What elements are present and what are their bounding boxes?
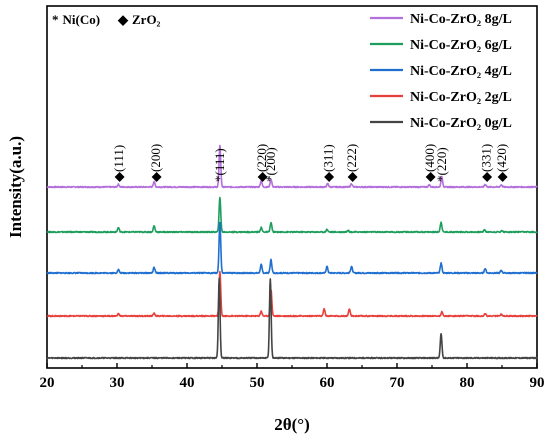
peak-label: *(200) bbox=[263, 147, 278, 182]
peak-symbol: ◆ bbox=[479, 172, 494, 182]
peak-symbol: ◆ bbox=[254, 172, 269, 182]
phase-label: Ni(Co) bbox=[63, 12, 101, 27]
legend-label: Ni-Co-ZrO₂ 2g/L bbox=[410, 90, 512, 105]
peak-label: ◆(111) bbox=[111, 145, 126, 182]
phase-symbol: * bbox=[52, 12, 59, 27]
peak-hkl: (222) bbox=[344, 144, 359, 172]
peak-hkl: (111) bbox=[212, 148, 227, 175]
phase-legend-item: * Ni(Co) bbox=[52, 12, 100, 27]
peak-symbol: ◆ bbox=[320, 172, 335, 182]
legend-label: Ni-Co-ZrO₂ 6g/L bbox=[410, 38, 512, 53]
y-axis-title: Intensity(a.u.) bbox=[6, 136, 25, 238]
peak-symbol: ◆ bbox=[111, 172, 126, 182]
x-tick-label: 70 bbox=[390, 375, 405, 391]
peak-annotation: *(200) bbox=[263, 147, 278, 182]
peak-symbol: * bbox=[263, 176, 278, 183]
series-line-2 bbox=[46, 221, 538, 275]
series-legend: Ni-Co-ZrO₂ 8g/L Ni-Co-ZrO₂ 6g/L Ni-Co-ZrO₂… bbox=[370, 12, 512, 131]
peak-label: ◆(200) bbox=[148, 144, 163, 182]
peak-symbol: * bbox=[212, 176, 227, 183]
peak-hkl: (220) bbox=[434, 147, 449, 175]
legend-label: Ni-Co-ZrO₂ 0g/L bbox=[410, 116, 512, 131]
peak-hkl: (400) bbox=[422, 144, 437, 172]
x-tick-label: 30 bbox=[110, 375, 125, 391]
curves-layer bbox=[46, 144, 538, 360]
peak-label: ◆(220) bbox=[254, 144, 269, 182]
peak-symbol: ◆ bbox=[422, 172, 437, 182]
series-line-3 bbox=[46, 270, 538, 318]
peak-label: *(111) bbox=[212, 148, 227, 182]
x-tick-label: 20 bbox=[40, 375, 55, 391]
phase-legend: * Ni(Co) ◆ ZrO₂ bbox=[52, 12, 161, 27]
peak-label: ◆(222) bbox=[344, 144, 359, 182]
series-line-0 bbox=[46, 144, 538, 189]
peak-label: ◆(400) bbox=[422, 144, 437, 182]
peak-hkl: (311) bbox=[320, 144, 335, 172]
x-tick-label: 80 bbox=[460, 375, 475, 391]
peak-label: ◆(420) bbox=[494, 144, 509, 182]
peak-symbol: ◆ bbox=[344, 172, 359, 182]
peak-annotation: ◆(400) bbox=[422, 144, 437, 182]
peak-label: ◆(331) bbox=[479, 144, 494, 182]
peak-annotations: ◆(111)◆(200)*(111)◆(220)*(200)◆(311)◆(22… bbox=[111, 144, 509, 182]
peak-annotation: ◆(111) bbox=[111, 145, 126, 182]
peak-hkl: (111) bbox=[111, 145, 126, 172]
x-tick-label: 40 bbox=[180, 375, 195, 391]
peak-annotation: ◆(200) bbox=[148, 144, 163, 182]
peak-annotation: ◆(311) bbox=[320, 144, 335, 182]
legend-label: Ni-Co-ZrO₂ 8g/L bbox=[410, 12, 512, 27]
x-axis-title: 2θ(°) bbox=[274, 415, 310, 434]
x-axis: 20 30 40 50 60 70 80 90 bbox=[40, 363, 545, 391]
peak-annotation: ◆(220) bbox=[254, 144, 269, 182]
phase-legend-item: ◆ ZrO₂ bbox=[117, 12, 161, 27]
x-tick-label: 60 bbox=[320, 375, 335, 391]
peak-annotation: ◆(331) bbox=[479, 144, 494, 182]
peak-symbol: ◆ bbox=[494, 172, 509, 182]
series-line-1 bbox=[46, 196, 538, 234]
series-line-4 bbox=[46, 277, 538, 360]
peak-symbol: ◆ bbox=[148, 172, 163, 182]
peak-hkl: (220) bbox=[254, 144, 269, 172]
legend-label: Ni-Co-ZrO₂ 4g/L bbox=[410, 64, 512, 79]
peak-annotation: ◆(420) bbox=[494, 144, 509, 182]
peak-hkl: (331) bbox=[479, 144, 494, 172]
peak-annotation: *(220) bbox=[434, 147, 449, 182]
peak-symbol: * bbox=[434, 176, 449, 183]
phase-label: ZrO₂ bbox=[132, 12, 161, 27]
peak-hkl: (200) bbox=[263, 147, 278, 175]
phase-symbol: ◆ bbox=[117, 12, 129, 27]
peak-annotation: *(111) bbox=[212, 148, 227, 182]
peak-hkl: (420) bbox=[494, 144, 509, 172]
x-tick-label: 50 bbox=[250, 375, 265, 391]
peak-annotation: ◆(222) bbox=[344, 144, 359, 182]
x-tick-label: 90 bbox=[530, 375, 545, 391]
peak-label: ◆(311) bbox=[320, 144, 335, 182]
peak-hkl: (200) bbox=[148, 144, 163, 172]
peak-label: *(220) bbox=[434, 147, 449, 182]
